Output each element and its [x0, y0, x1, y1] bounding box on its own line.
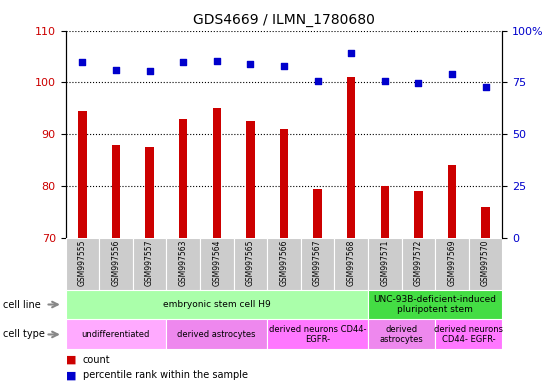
Text: cell type: cell type — [3, 329, 45, 339]
Text: derived
astrocytes: derived astrocytes — [379, 325, 423, 344]
Bar — [482, 207, 490, 238]
Point — [414, 80, 423, 86]
Bar — [414, 191, 423, 238]
FancyBboxPatch shape — [368, 319, 435, 349]
FancyBboxPatch shape — [334, 238, 368, 290]
Point — [179, 59, 187, 65]
Point — [313, 78, 322, 84]
Text: GSM997557: GSM997557 — [145, 239, 154, 286]
Text: UNC-93B-deficient-induced
pluripotent stem: UNC-93B-deficient-induced pluripotent st… — [373, 295, 497, 314]
Text: GSM997570: GSM997570 — [481, 239, 490, 286]
Text: derived neurons CD44-
EGFR-: derived neurons CD44- EGFR- — [269, 325, 366, 344]
FancyBboxPatch shape — [167, 238, 200, 290]
Point — [145, 68, 154, 74]
Bar — [246, 121, 254, 238]
Text: cell line: cell line — [3, 300, 40, 310]
Bar — [313, 189, 322, 238]
FancyBboxPatch shape — [66, 290, 368, 319]
Text: GSM997555: GSM997555 — [78, 239, 87, 286]
FancyBboxPatch shape — [435, 238, 468, 290]
FancyBboxPatch shape — [301, 238, 334, 290]
Bar — [212, 108, 221, 238]
Point — [212, 58, 221, 64]
Text: undifferentiated: undifferentiated — [82, 330, 150, 339]
Text: GSM997556: GSM997556 — [111, 239, 121, 286]
Text: GSM997567: GSM997567 — [313, 239, 322, 286]
FancyBboxPatch shape — [267, 319, 368, 349]
Point — [111, 67, 120, 73]
FancyBboxPatch shape — [200, 238, 234, 290]
Bar — [145, 147, 154, 238]
Point — [481, 84, 490, 90]
Text: derived astrocytes: derived astrocytes — [177, 330, 256, 339]
FancyBboxPatch shape — [267, 238, 301, 290]
Text: ■: ■ — [66, 370, 76, 381]
Point — [448, 71, 456, 77]
Text: GSM997563: GSM997563 — [179, 239, 188, 286]
FancyBboxPatch shape — [234, 238, 267, 290]
Text: GSM997566: GSM997566 — [280, 239, 288, 286]
Text: GSM997569: GSM997569 — [447, 239, 456, 286]
FancyBboxPatch shape — [368, 290, 502, 319]
Text: GSM997565: GSM997565 — [246, 239, 255, 286]
Bar — [78, 111, 86, 238]
Point — [246, 61, 254, 67]
Point — [78, 59, 87, 65]
Bar — [448, 165, 456, 238]
Text: GSM997568: GSM997568 — [347, 239, 355, 286]
Bar — [179, 119, 187, 238]
Text: derived neurons
CD44- EGFR-: derived neurons CD44- EGFR- — [434, 325, 503, 344]
Text: GSM997564: GSM997564 — [212, 239, 221, 286]
Text: embryonic stem cell H9: embryonic stem cell H9 — [163, 300, 271, 309]
FancyBboxPatch shape — [66, 319, 167, 349]
Text: GSM997571: GSM997571 — [380, 239, 389, 286]
Text: percentile rank within the sample: percentile rank within the sample — [83, 370, 248, 381]
Bar — [112, 144, 120, 238]
FancyBboxPatch shape — [66, 238, 99, 290]
FancyBboxPatch shape — [133, 238, 167, 290]
FancyBboxPatch shape — [468, 238, 502, 290]
Bar — [381, 186, 389, 238]
Text: GSM997572: GSM997572 — [414, 239, 423, 286]
FancyBboxPatch shape — [401, 238, 435, 290]
FancyBboxPatch shape — [435, 319, 502, 349]
FancyBboxPatch shape — [167, 319, 267, 349]
Point — [347, 50, 355, 56]
Text: ■: ■ — [66, 355, 76, 365]
Point — [381, 78, 389, 84]
Bar — [347, 77, 355, 238]
FancyBboxPatch shape — [368, 238, 401, 290]
Text: count: count — [83, 355, 111, 365]
Bar — [280, 129, 288, 238]
Title: GDS4669 / ILMN_1780680: GDS4669 / ILMN_1780680 — [193, 13, 375, 27]
Point — [280, 63, 288, 69]
FancyBboxPatch shape — [99, 238, 133, 290]
